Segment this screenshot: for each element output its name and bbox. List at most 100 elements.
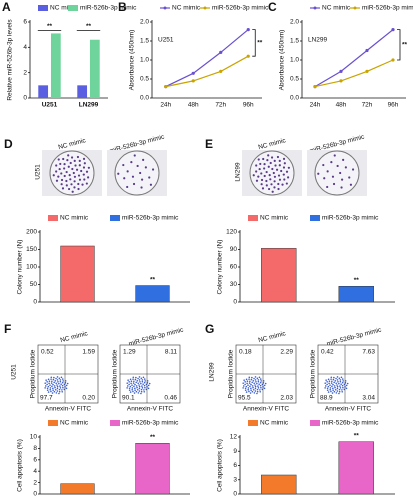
colony [65, 170, 68, 174]
event-dot [61, 378, 64, 380]
event-dot [47, 385, 50, 388]
event-dot [133, 392, 136, 394]
flow-x-label: Annexin-V FITC [45, 406, 92, 413]
colony [140, 178, 144, 181]
event-dot [331, 380, 333, 383]
y-axis-label: Relative miR-526b-3p levels [7, 19, 14, 101]
colony [67, 165, 70, 168]
event-dot [259, 378, 262, 380]
event-dot [138, 384, 140, 386]
colony [85, 182, 88, 185]
legend-label: NC mimic [322, 5, 351, 12]
event-dot [138, 390, 141, 392]
event-dot [254, 379, 257, 381]
y-axis-label: Colony number (N) [217, 240, 224, 295]
marker [164, 85, 168, 89]
event-dot [343, 388, 346, 391]
y-tick-label: 200 [26, 229, 37, 236]
colony [287, 176, 290, 179]
quadrant-value: 97.7 [40, 395, 53, 402]
y-tick-label: 0 [233, 491, 237, 498]
event-dot [144, 380, 146, 382]
event-dot [58, 382, 60, 385]
bracket [397, 29, 401, 61]
y-axis-label: Absorbance (450nm) [129, 30, 136, 91]
y-tick-label: 8 [33, 445, 37, 452]
colony [77, 187, 80, 191]
event-dot [52, 387, 54, 390]
colony [58, 167, 61, 171]
colony [336, 164, 339, 168]
legend-swatch [248, 215, 258, 221]
event-dot [333, 385, 336, 387]
event-dot [263, 387, 266, 390]
plot-title: miR-526b-3p mimic [326, 326, 383, 348]
event-dot [53, 376, 55, 379]
event-dot [129, 378, 132, 381]
colony [144, 166, 147, 169]
colony [263, 167, 266, 170]
legend-swatch [353, 6, 357, 10]
event-dot [254, 390, 257, 392]
colony [73, 175, 77, 178]
colony [271, 190, 274, 193]
colony [270, 183, 273, 186]
legend-swatch [163, 6, 167, 10]
colony [148, 176, 151, 179]
event-dot [59, 379, 62, 381]
legend-label: NC mimic [60, 420, 89, 427]
event-dot [53, 385, 56, 387]
event-dot [58, 390, 61, 393]
legend-label: miR-526b-3p mimic [122, 215, 179, 222]
event-dot [142, 376, 145, 379]
event-dot [324, 385, 327, 387]
legend-label: miR-526b-3p mimic [80, 5, 137, 12]
event-dot [44, 385, 47, 387]
event-dot [131, 384, 133, 386]
colony [260, 178, 264, 182]
event-dot [336, 384, 338, 386]
x-tick-label: 96h [388, 102, 399, 109]
colony [277, 187, 280, 191]
colony [149, 183, 153, 186]
side-label: U251 [35, 164, 42, 180]
event-dot [251, 390, 254, 393]
colony [267, 165, 270, 168]
event-dot [330, 382, 333, 384]
event-dot [63, 388, 66, 391]
bracket [252, 29, 256, 57]
event-dot [245, 378, 248, 381]
colony [76, 155, 80, 159]
marker [313, 85, 317, 89]
event-dot [252, 380, 255, 382]
event-dot [136, 386, 138, 389]
event-dot [245, 385, 248, 388]
event-dot [263, 384, 266, 387]
event-dot [138, 385, 141, 388]
event-dot [247, 384, 249, 386]
event-dot [326, 389, 329, 391]
event-dot [140, 377, 143, 380]
event-dot [54, 388, 57, 391]
event-dot [257, 385, 259, 387]
event-dot [331, 392, 334, 394]
event-dot [55, 382, 57, 385]
event-dot [338, 377, 341, 380]
event-dot [148, 382, 151, 385]
y-tick-label: 4 [23, 44, 27, 51]
marker [219, 50, 223, 55]
x-tick-label: LN299 [79, 102, 99, 109]
event-dot [143, 389, 145, 391]
event-dot [65, 387, 68, 390]
event-dot [253, 377, 255, 380]
colony [83, 178, 86, 181]
legend-swatch [110, 420, 120, 426]
event-dot [134, 378, 137, 381]
quadrant-value: 0.52 [41, 349, 54, 356]
event-dot [338, 388, 341, 391]
event-dot [51, 392, 54, 394]
colony [57, 175, 60, 178]
event-dot [248, 382, 251, 384]
event-dot [341, 381, 344, 384]
legend-swatch [310, 420, 320, 426]
